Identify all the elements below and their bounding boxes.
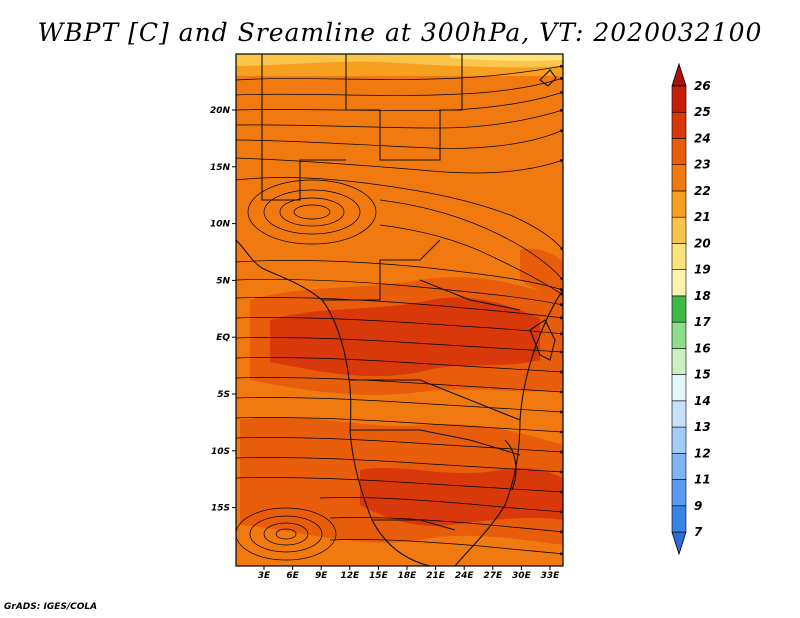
lon-tick-label: 15E (369, 571, 389, 581)
lon-tick-label: 6E (286, 571, 299, 581)
lon-tick-label: 9E (315, 571, 328, 581)
colorbar-label: 22 (694, 184, 711, 198)
lon-tick-label: 27E (483, 571, 503, 581)
colorbar-label: 13 (694, 420, 711, 434)
colorbar-segment (671, 400, 687, 428)
map-frame (235, 53, 564, 567)
lat-tick-label: 10N (210, 220, 231, 230)
colorbar-segment (671, 164, 687, 192)
wbpt-field-eq-24 (270, 297, 540, 377)
colorbar-segment (671, 479, 687, 507)
lat-tick-label: 15S (211, 504, 230, 514)
lon-tick-label: 30E (512, 571, 532, 581)
colorbar-segment (671, 216, 687, 244)
lon-tick-label: 18E (398, 571, 418, 581)
colorbar-segment (671, 138, 687, 166)
colorbar-label: 9 (694, 499, 702, 513)
colorbar-segment (671, 452, 687, 480)
colorbar-segment (671, 190, 687, 218)
lon-tick-label: 33E (541, 571, 561, 581)
lat-tick-label: 5N (216, 276, 230, 286)
lon-tick-label: 12E (340, 571, 360, 581)
colorbar-segment (671, 374, 687, 402)
lon-tick-label: 3E (258, 571, 271, 581)
colorbar-label: 24 (694, 131, 711, 145)
colorbar-label: 16 (694, 341, 711, 355)
colorbar-label: 7 (694, 525, 703, 539)
colorbar-segment (671, 348, 687, 375)
lat-tick-label: 15N (210, 163, 231, 173)
country-borders (236, 54, 563, 566)
lon-tick-label: 24E (455, 571, 475, 581)
colorbar-label: 26 (694, 79, 711, 93)
colorbar-label: 17 (694, 315, 711, 329)
colorbar-label: 23 (694, 158, 711, 172)
colorbar-segment (671, 321, 687, 349)
colorbar-segment (671, 295, 687, 323)
latitude-axis: 20N 15N 10N 5N EQ 5S 10S 15S (210, 106, 236, 514)
colorbar-segment (671, 426, 687, 454)
colorbar-segment (671, 269, 687, 297)
colorbar-segment (671, 243, 687, 270)
colorbar-segment (671, 505, 687, 533)
longitude-axis: 3E 6E 9E 12E 15E 18E 21E 24E 27E 30E 33E (258, 566, 560, 581)
colorbar-label: 25 (694, 105, 711, 119)
colorbar-label: 12 (694, 446, 711, 460)
colorbar-label: 21 (694, 210, 711, 224)
map-plot-area (236, 54, 563, 566)
wbpt-field-north-20 (450, 54, 563, 61)
lat-tick-label: 10S (211, 447, 230, 457)
map-title: WBPT [C] and Sreamline at 300hPa, VT: 20… (37, 18, 763, 47)
lat-tick-label: 20N (210, 106, 231, 116)
colorbar-label: 18 (694, 289, 711, 303)
colorbar-arrow-high (671, 62, 687, 87)
colorbar-label: 19 (694, 263, 711, 277)
colorbar-arrow-low (671, 531, 687, 556)
wbpt-field-south-24 (360, 467, 563, 526)
colorbar-segment (671, 85, 687, 113)
colorbar-label: 14 (694, 394, 711, 408)
colorbar-segment (671, 111, 687, 139)
lat-tick-label: 5S (217, 390, 230, 400)
grads-credit: GrADS: IGES/COLA (4, 602, 98, 612)
colorbar-label: 15 (694, 368, 711, 382)
lat-tick-label: EQ (216, 333, 230, 343)
colorbar: 7 9 11 12 13 14 15 16 17 18 19 20 21 22 23 24 25 26 (671, 62, 711, 556)
lon-tick-label: 21E (426, 571, 446, 581)
colorbar-label: 20 (694, 236, 711, 250)
colorbar-label: 11 (694, 473, 711, 487)
